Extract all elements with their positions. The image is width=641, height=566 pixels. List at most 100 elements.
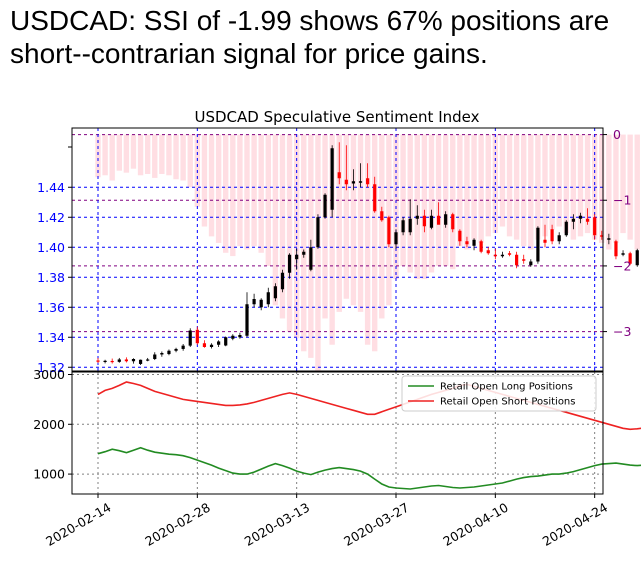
candle-body [436,215,441,225]
candle-body [110,360,114,363]
ssi-bar [329,134,335,345]
candle-body [174,348,178,351]
ssi-bar [464,134,470,250]
positions-tick-label: 2000 [33,417,65,432]
ssi-bar [208,134,215,237]
candle-body [585,218,590,222]
candle-body [167,350,171,355]
legend-box [401,375,597,412]
ssi-bar [152,134,158,178]
candle-body [515,254,519,266]
candle-body [195,329,199,344]
ssi-bar [528,134,534,250]
ssi-bar [499,134,506,227]
ssi-bar [563,134,569,234]
candle-body [635,250,639,266]
ssi-bar [521,134,527,247]
candle-body [543,239,547,243]
candle-body [564,221,568,236]
ssi-bar [215,134,222,243]
candle-body [280,272,285,290]
ssi-bar [244,134,250,250]
price-ssi-panel: 1.32 1.34 1.36 1.38 1.40 1.42 1.44 0 −1 −2 −3 [37,127,640,375]
candle-body [323,194,327,218]
legend-label: Retail Open Long Positions [440,382,573,393]
ssi-bar [506,134,513,237]
ssi-bar [301,134,307,352]
price-panel-frame [71,127,604,372]
ssi-bar [570,134,577,240]
ssi-bar [279,134,286,319]
candle-body [287,254,292,273]
date-tick-label: 2020-03-27 [341,500,411,549]
candle-body [479,241,483,252]
candle-body [103,360,107,362]
ssi-tick-label: 0 [613,127,621,142]
ssi-bar [535,134,541,240]
candle-body [266,292,270,305]
ssi-bar [315,134,321,371]
date-tick-label: 2020-04-24 [540,500,610,549]
headline: USDCAD: SSI of -1.99 shows 67% positions… [10,5,610,69]
candle-body [351,181,356,184]
ssi-bar [457,134,463,247]
ssi-bar [542,134,548,237]
ssi-bar [634,134,640,250]
ssi-bar [606,134,612,250]
ssi-bar [350,134,357,306]
ssi-bar [364,134,371,345]
ssi-bar [137,134,144,176]
candle-body [486,250,490,254]
candle-body [422,215,426,227]
candle-body [380,211,384,221]
candle-body [536,227,540,262]
ssi-bar [322,134,328,319]
candle-body [302,251,306,255]
candle-body [209,344,214,347]
candle-body [408,218,412,233]
candle-body [628,253,632,264]
ssi-bar [237,134,243,247]
price-tick-label: 1.34 [37,330,65,345]
candle-body [387,217,391,245]
candle-body [337,172,341,179]
candle-body [124,359,128,362]
candle-body [138,359,143,364]
candle-body [96,360,100,362]
ssi-bar [584,134,591,234]
candle-body [394,232,398,245]
ssi-bar [258,134,264,253]
date-tick-label: 2020-02-14 [43,500,113,549]
candle-body [500,254,505,257]
ssi-bar [201,134,208,227]
candle-body [358,181,363,183]
ssi-bar [123,134,130,173]
ssi-bar [421,134,428,280]
date-tick-label: 2020-03-13 [242,500,312,549]
date-tick-label: 2020-04-10 [440,500,510,549]
candle-body [458,230,462,242]
ssi-bar [485,134,491,237]
candle-body [578,215,583,219]
ssi-bar [144,134,151,174]
positions-panel-frame [71,371,604,495]
candle-body [160,353,164,355]
ssi-bar [343,134,350,299]
candle-body [522,259,526,261]
candle-body [316,217,320,248]
ssi-bar [577,134,584,237]
ssi-bar [428,134,435,273]
ssi-bar [379,134,385,319]
ssi-bar [620,134,626,234]
candle-body [146,359,150,361]
candle-body [607,238,611,240]
candle-body [117,359,121,362]
price-tick-label: 1.36 [37,300,65,315]
candle-body [231,335,235,339]
ssi-bar [102,134,108,176]
candle-body [529,261,533,266]
candle-body [252,299,256,305]
price-chart-title: USDCAD Speculative Sentiment Index [194,108,479,126]
candle-body [600,235,604,237]
ssi-bar [187,134,193,188]
